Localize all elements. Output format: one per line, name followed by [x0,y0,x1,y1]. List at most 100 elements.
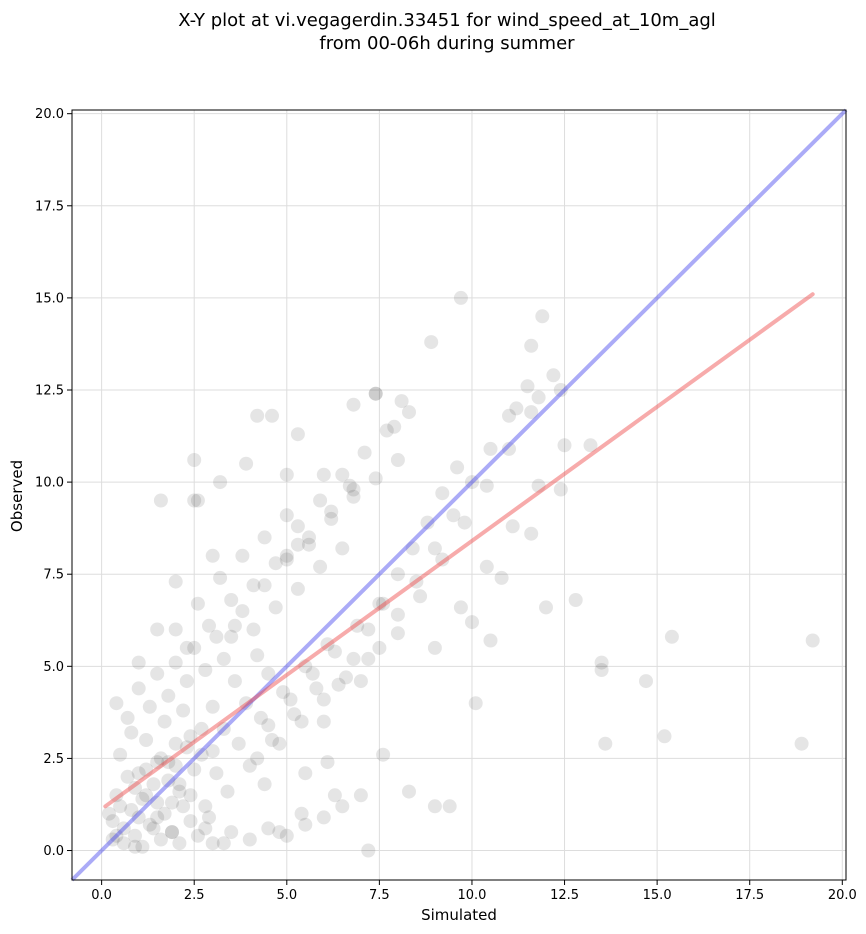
data-point [124,803,139,817]
chart-title-line2: from 00-06h during summer [319,33,575,54]
data-point [276,685,291,700]
data-point [250,751,265,766]
x-axis-label: Simulated [421,906,497,924]
data-point [657,729,672,744]
data-point [116,836,131,851]
data-point [505,519,520,534]
data-point [316,810,331,825]
data-point [387,419,402,434]
data-point [128,828,142,843]
data-point [257,578,272,593]
data-point [390,453,405,467]
data-point [161,688,176,703]
data-point [353,674,368,689]
data-point [327,644,342,659]
data-point [250,648,265,663]
data-point [346,651,361,666]
data-point [224,629,239,644]
data-point [287,707,302,722]
data-point [242,832,257,847]
data-point [139,733,154,747]
data-point [402,784,416,799]
data-point [524,526,539,541]
data-point [224,825,239,840]
data-point [553,383,568,397]
data-point [335,541,350,556]
data-point [257,777,272,792]
data-point [435,486,450,501]
data-point [183,814,198,829]
data-point [179,640,194,655]
data-point [420,515,435,530]
data-point [253,710,268,725]
data-point [479,559,494,574]
data-point [539,600,553,615]
data-point [139,788,154,803]
data-point [520,379,535,394]
data-point [639,674,653,689]
data-point [524,338,539,353]
data-point [453,600,468,615]
x-tick-label: 17.5 [735,888,764,903]
data-point [298,766,313,781]
data-point [372,640,387,655]
data-point [131,810,146,825]
data-point [342,478,357,493]
data-point [172,777,187,792]
data-point [390,567,405,582]
y-axis-ticks: 0.0 2.5 5.0 7.5 10.0 12.5 15.0 17.5 20.0 [35,107,72,859]
data-point [413,589,428,604]
data-point [176,799,191,814]
data-point [302,537,316,552]
data-point [150,666,165,681]
x-tick-label: 20.0 [828,888,857,903]
data-point [372,596,387,611]
data-point [153,832,168,847]
data-point [361,843,376,858]
data-point [279,467,294,482]
data-point [265,408,279,423]
y-axis-label: Observed [8,460,26,532]
data-point [794,736,809,751]
data-point [135,791,150,806]
data-point [187,640,202,655]
data-point [302,530,316,545]
data-point [294,806,309,821]
data-point [146,777,161,792]
data-point [450,460,465,475]
data-point [298,817,313,832]
data-point [161,755,176,770]
data-point [139,762,154,777]
data-point [257,530,272,545]
data-point [113,799,128,814]
data-point [172,836,187,851]
data-point [531,390,546,405]
data-point [346,397,361,412]
data-point [583,438,598,453]
data-point [376,747,391,762]
plot-frame [71,109,847,881]
data-point [205,699,220,714]
identity-line [70,108,848,882]
data-point [290,581,305,596]
data-point [290,519,305,534]
data-point [568,593,583,607]
data-point [335,799,350,814]
data-point [346,489,361,504]
data-point [316,714,331,729]
data-point [190,493,205,508]
data-point [524,405,539,420]
data-point [250,408,265,423]
data-point [598,736,613,751]
data-point [535,309,550,324]
data-point [109,696,124,711]
data-point [183,729,198,744]
data-point [120,710,135,725]
data-point [231,736,246,751]
data-point [394,394,409,409]
data-point [446,508,461,523]
data-point [194,747,209,762]
data-point [531,478,546,493]
data-point [368,471,383,486]
